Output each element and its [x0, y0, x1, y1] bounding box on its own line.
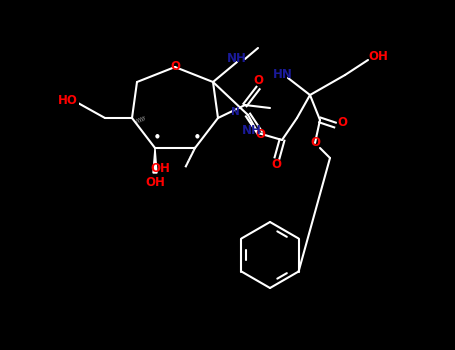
Text: /////: /////: [135, 115, 146, 123]
Text: OH: OH: [145, 176, 165, 189]
Text: O: O: [170, 61, 180, 74]
Text: HO: HO: [58, 93, 78, 106]
Text: OH: OH: [368, 50, 388, 63]
Text: O: O: [253, 74, 263, 86]
Polygon shape: [153, 148, 157, 173]
Text: N: N: [231, 107, 239, 117]
Text: ●: ●: [195, 133, 200, 138]
Text: O: O: [310, 136, 320, 149]
Text: O: O: [337, 117, 347, 130]
Text: OH: OH: [150, 161, 170, 175]
Text: NH: NH: [227, 52, 247, 65]
Text: HN: HN: [273, 69, 293, 82]
Text: O: O: [271, 158, 281, 170]
Text: ●: ●: [155, 133, 160, 138]
Text: NH: NH: [242, 124, 262, 136]
Text: O: O: [255, 128, 265, 141]
